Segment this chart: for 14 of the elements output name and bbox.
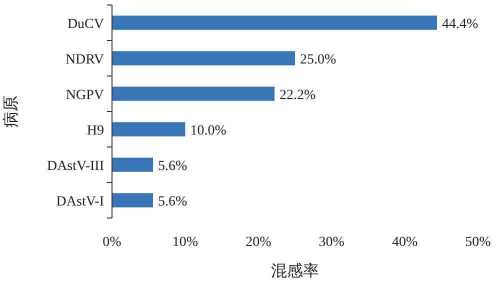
x-tick-label: 30% [318,235,344,250]
x-tick-label: 20% [246,235,272,250]
y-tick-label: DAstV-I [56,194,104,210]
x-tick-label: 40% [392,235,418,250]
y-tick-label: NGPV [66,88,104,103]
y-tick-label: NDRV [65,52,104,68]
x-axis-title: 混感率 [271,263,319,280]
x-tick-label: 0% [102,235,122,250]
y-axis-title: 病原 [3,96,20,128]
y-tick-label: H9 [86,123,104,138]
x-tick-label: 50% [465,235,491,250]
x-tick-label: 10% [172,235,198,250]
y-tick-label: DuCV [67,16,104,32]
y-tick-label: DAstV-III [46,158,104,174]
